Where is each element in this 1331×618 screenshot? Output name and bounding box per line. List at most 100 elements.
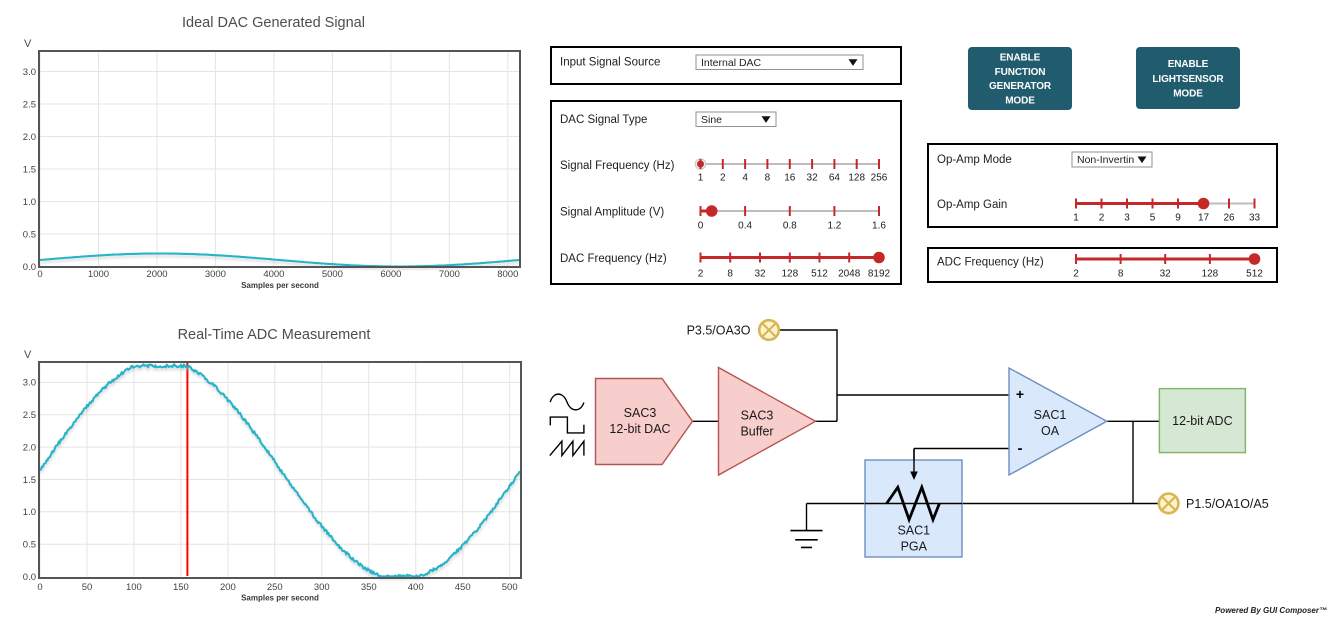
svg-text:8: 8: [765, 172, 771, 183]
svg-text:64: 64: [829, 172, 841, 183]
svg-text:Internal DAC: Internal DAC: [701, 57, 762, 69]
svg-text:Signal Amplitude (V): Signal Amplitude (V): [560, 207, 664, 219]
svg-text:500: 500: [502, 582, 518, 593]
svg-text:8000: 8000: [497, 269, 518, 280]
svg-text:Sine: Sine: [701, 114, 722, 126]
svg-text:9: 9: [1175, 212, 1181, 223]
svg-text:0: 0: [37, 582, 42, 593]
svg-text:DAC Frequency (Hz): DAC Frequency (Hz): [560, 253, 667, 265]
svg-text:1.5: 1.5: [23, 164, 36, 175]
svg-text:DAC Signal Type: DAC Signal Type: [560, 114, 647, 126]
svg-text:2.5: 2.5: [23, 410, 36, 421]
svg-text:8192: 8192: [868, 268, 891, 279]
svg-text:7000: 7000: [439, 269, 460, 280]
svg-text:400: 400: [408, 582, 424, 593]
svg-text:1.0: 1.0: [23, 507, 36, 518]
svg-text:250: 250: [267, 582, 283, 593]
svg-text:0.8: 0.8: [783, 220, 797, 231]
svg-text:SAC3: SAC3: [624, 406, 657, 420]
svg-text:1.6: 1.6: [872, 220, 886, 231]
svg-text:6000: 6000: [380, 269, 401, 280]
svg-text:MODE: MODE: [1005, 95, 1035, 106]
svg-text:512: 512: [811, 268, 828, 279]
svg-text:Input Signal Source: Input Signal Source: [560, 57, 660, 69]
svg-text:V: V: [24, 38, 32, 50]
svg-text:128: 128: [848, 172, 865, 183]
svg-text:350: 350: [361, 582, 377, 593]
svg-text:1.2: 1.2: [827, 220, 841, 231]
svg-text:12-bit DAC: 12-bit DAC: [609, 422, 670, 436]
svg-text:Ideal DAC Generated Signal: Ideal DAC Generated Signal: [182, 15, 365, 31]
svg-text:1.0: 1.0: [23, 197, 36, 208]
svg-text:2: 2: [720, 172, 726, 183]
svg-text:+: +: [1016, 386, 1024, 402]
svg-text:8: 8: [1118, 268, 1124, 279]
svg-text:128: 128: [1202, 268, 1219, 279]
svg-text:-: -: [1018, 440, 1023, 457]
svg-text:Powered By GUI Composer™: Powered By GUI Composer™: [1215, 606, 1327, 615]
svg-text:V: V: [24, 349, 32, 361]
svg-text:200: 200: [220, 582, 236, 593]
svg-text:2.0: 2.0: [23, 132, 36, 143]
svg-text:450: 450: [455, 582, 471, 593]
svg-text:1: 1: [1073, 212, 1079, 223]
svg-text:2: 2: [698, 268, 704, 279]
svg-text:Real-Time ADC Measurement: Real-Time ADC Measurement: [178, 327, 371, 343]
svg-text:FUNCTION: FUNCTION: [995, 67, 1046, 78]
svg-text:Samples per second: Samples per second: [241, 594, 319, 603]
svg-text:ENABLE: ENABLE: [1168, 59, 1209, 70]
svg-text:3000: 3000: [205, 269, 226, 280]
svg-text:8: 8: [727, 268, 733, 279]
svg-text:300: 300: [314, 582, 330, 593]
svg-text:1.5: 1.5: [23, 475, 36, 486]
svg-text:32: 32: [1160, 268, 1172, 279]
svg-text:SAC1: SAC1: [1034, 408, 1067, 422]
svg-text:5000: 5000: [322, 269, 343, 280]
svg-text:26: 26: [1223, 212, 1235, 223]
svg-text:SAC3: SAC3: [741, 409, 774, 423]
svg-text:2: 2: [1099, 212, 1105, 223]
svg-text:256: 256: [871, 172, 888, 183]
svg-text:Buffer: Buffer: [740, 425, 773, 439]
svg-text:ENABLE: ENABLE: [1000, 53, 1041, 64]
svg-text:100: 100: [126, 582, 142, 593]
svg-text:1000: 1000: [88, 269, 109, 280]
svg-text:2: 2: [1073, 268, 1079, 279]
svg-text:3.0: 3.0: [23, 67, 36, 78]
svg-text:Samples per second: Samples per second: [241, 281, 319, 290]
svg-text:50: 50: [82, 582, 93, 593]
svg-text:Op-Amp Mode: Op-Amp Mode: [937, 154, 1012, 166]
svg-text:3.0: 3.0: [23, 378, 36, 389]
svg-text:LIGHTSENSOR: LIGHTSENSOR: [1152, 74, 1224, 85]
svg-text:1: 1: [698, 172, 704, 183]
svg-text:33: 33: [1249, 212, 1261, 223]
svg-text:Non-Invertin: Non-Invertin: [1077, 154, 1134, 166]
svg-text:0: 0: [37, 269, 42, 280]
svg-text:12-bit ADC: 12-bit ADC: [1172, 414, 1232, 428]
svg-text:128: 128: [781, 268, 798, 279]
svg-text:17: 17: [1198, 212, 1210, 223]
svg-text:0.5: 0.5: [23, 229, 36, 240]
svg-text:150: 150: [173, 582, 189, 593]
svg-text:32: 32: [807, 172, 819, 183]
svg-text:512: 512: [1246, 268, 1263, 279]
svg-text:16: 16: [784, 172, 796, 183]
svg-text:3: 3: [1124, 212, 1130, 223]
svg-text:0.4: 0.4: [738, 220, 752, 231]
svg-text:2.5: 2.5: [23, 99, 36, 110]
svg-text:0.5: 0.5: [23, 540, 36, 551]
svg-text:ADC Frequency (Hz): ADC Frequency (Hz): [937, 257, 1044, 269]
svg-text:2000: 2000: [146, 269, 167, 280]
svg-text:PGA: PGA: [901, 540, 928, 554]
svg-text:Signal Frequency (Hz): Signal Frequency (Hz): [560, 160, 675, 172]
svg-text:0.0: 0.0: [23, 572, 36, 583]
svg-text:32: 32: [754, 268, 766, 279]
svg-text:5: 5: [1150, 212, 1156, 223]
svg-text:MODE: MODE: [1173, 89, 1203, 100]
svg-text:OA: OA: [1041, 424, 1060, 438]
svg-text:0: 0: [698, 220, 704, 231]
svg-text:P3.5/OA3O: P3.5/OA3O: [687, 324, 751, 338]
svg-text:SAC1: SAC1: [897, 524, 930, 538]
svg-text:2.0: 2.0: [23, 442, 36, 453]
svg-text:Op-Amp Gain: Op-Amp Gain: [937, 199, 1007, 211]
